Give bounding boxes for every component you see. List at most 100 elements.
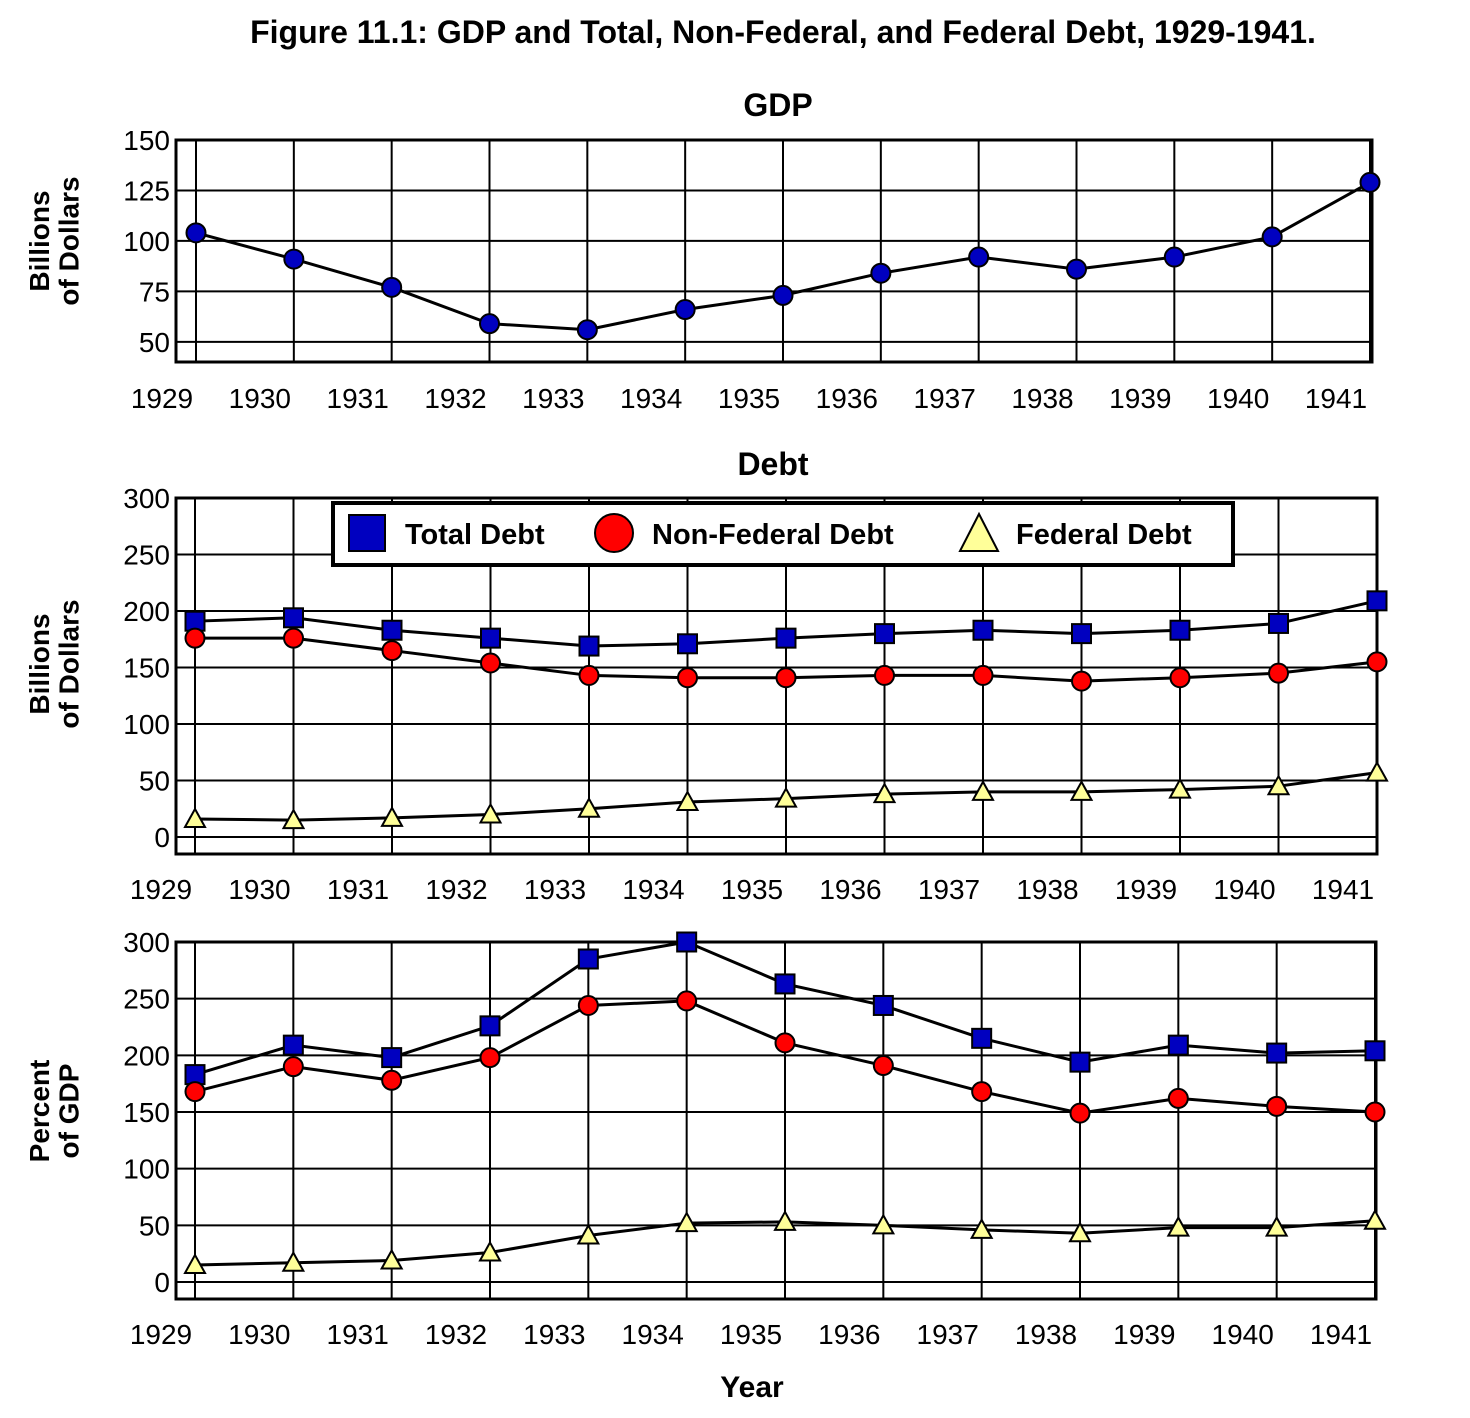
x-tick-label: 1935 [720,1319,782,1350]
total-debt-point [1366,590,1388,612]
non-federal-debt-point [775,667,797,689]
non-federal-debt-point [282,1056,304,1078]
non-federal-debt-point [1266,1095,1288,1117]
non-federal-debt-point [972,664,994,686]
gdp-point [1066,258,1087,280]
x-tick-label: 1935 [721,874,783,905]
gdp-point [968,246,990,268]
gdp-point [185,222,207,244]
percent-y-axis-label: Percentof GDP [24,1060,84,1163]
non-federal-debt-point [381,640,403,662]
x-tick-label: 1938 [1015,1319,1077,1350]
federal-debt-point [183,806,207,828]
debt-chart-title: Debt [737,446,808,482]
x-tick-label: 1936 [816,383,878,414]
legend-federal-debt-label: Federal Debt [1016,519,1192,551]
y-tick-label: 200 [123,596,170,627]
gdp-point [1163,246,1185,268]
non-federal-debt-point [479,1047,501,1069]
federal-debt-point [577,796,601,818]
legend-non-federal-debt-marker [594,513,634,553]
total-debt-point [1266,1042,1288,1064]
plot-background [176,942,1376,1299]
non-federal-debt-point [184,627,206,649]
y-tick-label: 300 [123,483,170,514]
non-federal-debt-point [1366,651,1388,673]
non-federal-debt-point [774,1032,796,1054]
federal-debt-point [773,1209,797,1231]
plot-frame [174,138,1374,364]
federal-debt-point [1264,1215,1289,1237]
x-tick-label: 1929 [131,383,193,414]
total-debt-point [676,931,698,953]
non-federal-debt-point [283,627,304,649]
y-tick-label: 50 [139,766,170,797]
x-tick-label: 1937 [914,383,976,414]
x-tick-label: 1937 [918,874,980,905]
x-tick-label: 1933 [524,874,586,905]
figure-title: Figure 11.1: GDP and Total, Non-Federal,… [250,14,1316,50]
gdp-plot-area: 50 75 100 125 150 1929 1930 1931 1932 1933 1934 193… [123,125,1381,414]
x-tick-label: 1935 [718,383,780,414]
federal-debt-point [871,1213,896,1235]
percent-chart: 0 50 100 150 200 250 300 1929 1930 1931 1932 1933 19… [24,927,1387,1350]
total-debt-point [479,1015,501,1037]
y-tick-label: 50 [139,327,170,358]
debt-chart: Debt 0 50 100 150 200 250 300 1929 1930 1931 1932 1… [24,446,1389,905]
y-tick-label: 0 [154,822,170,853]
federal-debt-point [674,1211,699,1233]
plot-frame [174,496,1379,856]
federal-debt-point [576,1223,601,1245]
non-federal-debt-point [578,664,600,686]
federal-debt-point [183,1252,207,1274]
total-debt-point [775,627,797,649]
x-tick-label: 1933 [523,1319,585,1350]
x-tick-label: 1939 [1115,874,1177,905]
total-debt-point [381,1047,403,1069]
non-federal-debt-point [1071,670,1092,692]
non-federal-debt-point [676,990,698,1012]
non-federal-debt-point [1169,667,1191,689]
non-federal-debt-point [1364,1101,1386,1123]
x-tick-label: 1932 [425,874,487,905]
y-tick-label: 50 [139,1210,170,1241]
debt-y-axis-label: Billionsof Dollars [24,599,84,728]
gdp-point [870,262,892,284]
x-tick-label: 1936 [819,874,881,905]
y-tick-label: 150 [123,653,170,684]
gdp-chart-title: GDP [743,87,812,123]
total-debt-point [1364,1040,1386,1062]
non-federal-debt-point [1268,662,1289,684]
x-tick-label: 1933 [522,383,584,414]
y-tick-label: 250 [123,540,170,571]
x-axis-label: Year [720,1371,784,1404]
y-tick-label: 250 [123,984,170,1015]
non-federal-debt-point [381,1069,403,1091]
x-tick-label: 1932 [424,383,486,414]
non-federal-debt-point [577,994,599,1016]
federal-debt-point [1266,774,1291,796]
y-tick-label: 150 [123,125,170,156]
x-tick-label: 1931 [327,1319,389,1350]
x-tick-label: 1939 [1113,1319,1175,1350]
federal-debt-point [774,786,798,808]
y-tick-label: 100 [123,1154,170,1185]
percent-plot-area: 0 50 100 150 200 250 300 1929 1930 1931 1932 1933 19… [123,927,1387,1350]
y-tick-label: 0 [154,1267,170,1298]
total-debt-point [283,607,304,629]
legend-total-debt-marker [348,514,386,552]
y-tick-label: 75 [139,276,170,307]
x-tick-label: 1939 [1109,383,1171,414]
gdp-point [381,276,403,298]
y-tick-label: 100 [123,709,170,740]
federal-debt-point [1168,777,1192,799]
non-federal-debt-point [1167,1087,1189,1109]
plot-background [176,140,1372,362]
y-tick-label: 150 [123,1097,170,1128]
x-tick-label: 1930 [228,1319,290,1350]
x-tick-label: 1938 [1016,874,1078,905]
total-debt-point [774,973,796,995]
total-debt-point [282,1034,304,1056]
x-tick-label: 1941 [1305,383,1367,414]
